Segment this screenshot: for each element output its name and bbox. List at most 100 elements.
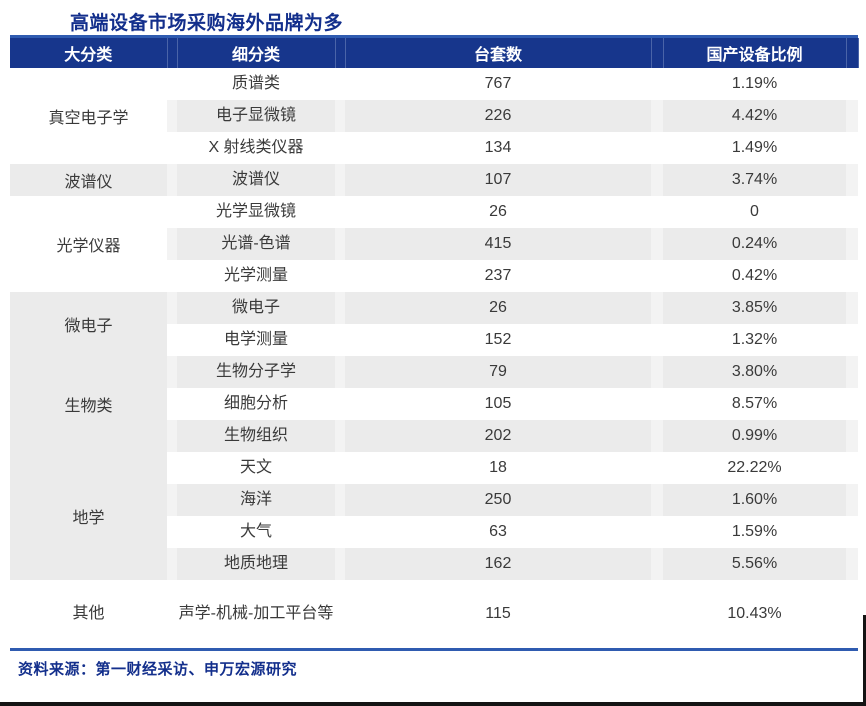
spacer-cell (335, 548, 345, 580)
spacer-cell (335, 292, 345, 324)
count-cell: 237 (345, 260, 651, 292)
subcategory-cell: 细胞分析 (177, 388, 335, 420)
subcategory-cell: 质谱类 (177, 68, 335, 100)
table-row: 光学仪器 光学显微镜 26 0 (10, 196, 858, 292)
header-spacer (650, 38, 664, 68)
table-row: 地质地理 162 5.56% (10, 548, 858, 580)
table-row: 地学 天文 18 22.22% (10, 452, 858, 580)
spacer-cell (167, 260, 177, 292)
header-row: 大分类 细分类 台套数 国产设备比例 (10, 38, 859, 68)
subcategory-cell: 电学测量 (177, 324, 335, 356)
ratio-cell: 5.56% (663, 548, 846, 580)
spacer-cell (846, 324, 858, 356)
screenshot-right-edge (863, 615, 866, 706)
spacer-cell (335, 164, 345, 196)
spacer-cell (335, 324, 345, 356)
ratio-cell: 3.80% (663, 356, 846, 388)
spacer-cell (651, 516, 663, 548)
spacer-cell (335, 516, 345, 548)
spacer-cell (846, 164, 858, 196)
header-spacer (334, 38, 346, 68)
count-cell: 152 (345, 324, 651, 356)
equipment-procurement-table: 大分类 细分类 台套数 国产设备比例 真空电子学 质谱类 767 1.19% 电子显微镜… (10, 38, 859, 646)
table-header: 大分类 细分类 台套数 国产设备比例 (10, 38, 859, 68)
spacer-cell (651, 420, 663, 452)
ratio-cell: 1.60% (663, 484, 846, 516)
spacer-cell (651, 132, 663, 164)
count-cell: 115 (345, 580, 651, 646)
spacer-cell (167, 292, 177, 324)
spacer-cell (167, 548, 177, 580)
spacer-cell (846, 548, 858, 580)
table-row: 光谱-色谱 415 0.24% (10, 228, 858, 260)
table-row: 其他 声学-机械-加工平台等 115 10.43% (10, 580, 858, 646)
spacer-cell (651, 100, 663, 132)
spacer-cell (651, 388, 663, 420)
spacer-cell (167, 228, 177, 260)
subcategory-cell: 海洋 (177, 484, 335, 516)
count-cell: 415 (345, 228, 651, 260)
table-body: 真空电子学 质谱类 767 1.19% 电子显微镜 226 4.42% X 射线类仪器 134 1… (10, 68, 858, 646)
count-cell: 767 (345, 68, 651, 100)
spacer-cell (167, 356, 177, 388)
subcategory-cell: 生物分子学 (177, 356, 335, 388)
table-row: 海洋 250 1.60% (10, 484, 858, 516)
ratio-cell: 8.57% (663, 388, 846, 420)
category-cell: 生物类 (10, 356, 167, 452)
ratio-cell: 1.19% (663, 68, 846, 100)
spacer-cell (167, 100, 177, 132)
ratio-cell: 0.24% (663, 228, 846, 260)
table-row: 光学测量 237 0.42% (10, 260, 858, 292)
spacer-cell (167, 580, 177, 646)
spacer-cell (651, 324, 663, 356)
table-row: 电子显微镜 226 4.42% (10, 100, 858, 132)
ratio-cell: 1.59% (663, 516, 846, 548)
count-cell: 26 (345, 292, 651, 324)
spacer-cell (651, 484, 663, 516)
spacer-cell (846, 292, 858, 324)
ratio-cell: 22.22% (663, 452, 846, 484)
count-cell: 162 (345, 548, 651, 580)
spacer-cell (167, 196, 177, 228)
spacer-cell (335, 196, 345, 228)
spacer-cell (167, 132, 177, 164)
spacer-cell (335, 228, 345, 260)
spacer-cell (846, 452, 858, 484)
subcategory-cell: X 射线类仪器 (177, 132, 335, 164)
screenshot-bottom-edge (0, 702, 866, 706)
header-spacer (845, 38, 859, 68)
spacer-cell (846, 356, 858, 388)
category-cell: 光学仪器 (10, 196, 167, 292)
count-cell: 63 (345, 516, 651, 548)
spacer-cell (167, 68, 177, 100)
table-row: 电学测量 152 1.32% (10, 324, 858, 356)
table-row: 生物类 生物分子学 79 3.80% (10, 356, 858, 452)
spacer-cell (335, 580, 345, 646)
subcategory-cell: 天文 (177, 452, 335, 484)
table-row: 波谱仪 波谱仪 107 3.74% (10, 164, 858, 196)
spacer-cell (651, 580, 663, 646)
category-cell: 其他 (10, 580, 167, 646)
count-cell: 250 (345, 484, 651, 516)
spacer-cell (846, 100, 858, 132)
spacer-cell (167, 324, 177, 356)
header-subcategory: 细分类 (177, 38, 335, 68)
subcategory-cell: 大气 (177, 516, 335, 548)
spacer-cell (335, 388, 345, 420)
header-category: 大分类 (10, 38, 167, 68)
category-cell: 微电子 (10, 292, 167, 356)
spacer-cell (167, 388, 177, 420)
spacer-cell (651, 196, 663, 228)
subcategory-cell: 生物组织 (177, 420, 335, 452)
header-ratio: 国产设备比例 (663, 38, 846, 68)
title-underline (10, 35, 858, 38)
ratio-cell: 0.42% (663, 260, 846, 292)
subcategory-cell: 微电子 (177, 292, 335, 324)
subcategory-cell: 光谱-色谱 (177, 228, 335, 260)
spacer-cell (335, 484, 345, 516)
spacer-cell (846, 388, 858, 420)
ratio-cell: 3.85% (663, 292, 846, 324)
spacer-cell (651, 164, 663, 196)
table-row: 生物组织 202 0.99% (10, 420, 858, 452)
header-count: 台套数 (345, 38, 651, 68)
